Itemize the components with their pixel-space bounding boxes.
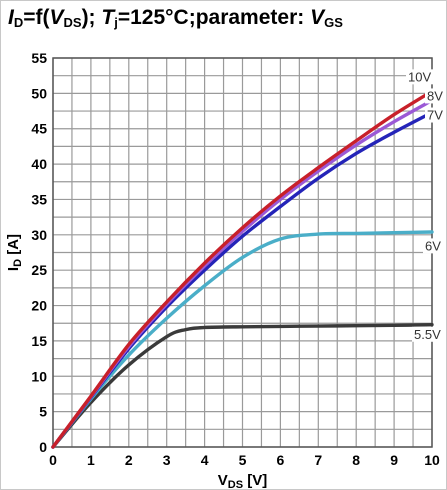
title-i-sub: D	[13, 15, 24, 30]
title-v-sub: DS	[63, 15, 82, 30]
x-tick-label: 9	[390, 452, 398, 468]
series-label-bg	[406, 69, 434, 85]
y-tick-label: 15	[31, 333, 47, 349]
x-tick-label: 0	[49, 452, 57, 468]
y-tick-label: 40	[31, 156, 47, 172]
title-close: );	[81, 6, 102, 29]
series-line-5-5V	[51, 322, 434, 449]
series-label: 8V	[427, 88, 443, 103]
y-tick-label: 0	[39, 439, 47, 455]
series-label-bg	[412, 326, 447, 342]
title-v: V	[49, 6, 64, 29]
x-tick-label: 1	[87, 452, 95, 468]
x-tick-label: 7	[314, 452, 322, 468]
title-p: V	[310, 6, 325, 29]
y-tick-label: 25	[31, 262, 47, 278]
y-tick-label: 10	[31, 368, 47, 384]
title-t: T	[101, 6, 115, 29]
title-p-sub: GS	[324, 15, 343, 30]
title-i: I	[8, 6, 14, 29]
series-label-bg	[425, 107, 445, 123]
series-line-10V	[51, 89, 434, 449]
series-label: 5.5V	[414, 327, 441, 342]
y-tick-label: 5	[39, 404, 47, 420]
title-eq: =f(	[23, 6, 50, 29]
x-axis-label: VDS [V]	[218, 472, 267, 490]
title-t-sub: j	[114, 15, 118, 30]
y-axis-label: ID [A]	[5, 234, 24, 271]
series-label: 10V	[408, 69, 431, 84]
y-tick-label: 45	[31, 121, 47, 137]
x-tick-label: 8	[352, 452, 360, 468]
series-label: 7V	[427, 108, 443, 123]
y-tick-label: 50	[31, 85, 47, 101]
x-tick-label: 2	[125, 452, 133, 468]
title-rest: =125°C;parameter:	[117, 6, 311, 29]
x-tick-label: 5	[239, 452, 247, 468]
x-tick-label: 3	[163, 452, 171, 468]
x-tick-label: 10	[424, 452, 440, 468]
series-label: 6V	[425, 238, 441, 253]
y-tick-label: 20	[31, 298, 47, 314]
y-tick-label: 55	[31, 50, 47, 66]
x-tick-label: 4	[201, 452, 209, 468]
series-label-bg	[425, 88, 445, 104]
y-tick-label: 35	[31, 191, 47, 207]
chart-title: ID=f(VDS); Tj=125°C;parameter: VGS	[8, 6, 343, 30]
y-tick-label: 30	[31, 227, 47, 243]
series-line-6V	[51, 230, 434, 449]
series-label-bg	[423, 238, 443, 254]
x-tick-label: 6	[277, 452, 285, 468]
